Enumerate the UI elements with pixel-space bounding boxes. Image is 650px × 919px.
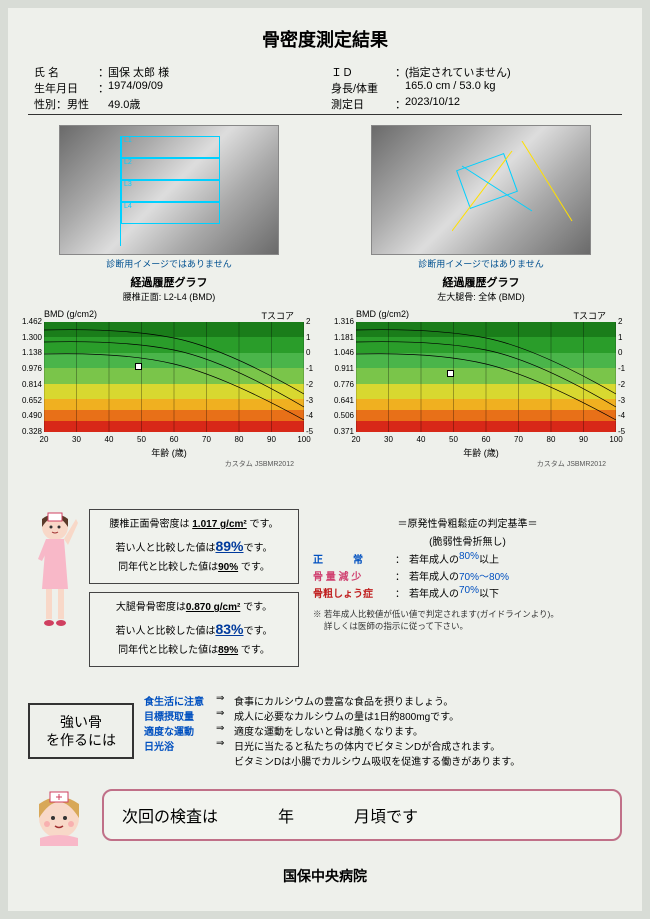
tip-row: 目標摂取量⇒成人に必要なカルシウムの量は1日約800mgです。 xyxy=(144,708,520,723)
spine-xlabel: 年齢 (歳) xyxy=(34,446,304,459)
nurse-illustration xyxy=(28,509,83,629)
spine-chart-sub: 腰椎正面: L2-L4 (BMD) xyxy=(39,290,299,303)
spine-l3: L3 xyxy=(121,180,220,202)
criteria-row: 骨 量 減 少：若年成人の70%～80% xyxy=(313,568,622,583)
hw-label: 身長/体重 xyxy=(325,80,395,96)
scan-disclaimer: 診断用イメージではありません xyxy=(39,257,299,270)
spine-l4: L4 xyxy=(121,202,220,224)
tips-heading: 強い骨 を作るには xyxy=(28,703,134,759)
age-value: 49.0歳 xyxy=(108,96,325,112)
tips-section: 強い骨 を作るには 食生活に注意⇒食事にカルシウムの豊富な食品を摂りましょう。目… xyxy=(28,693,622,768)
criteria-row: 骨粗しょう症：若年成人の70%以下 xyxy=(313,585,622,600)
hip-chart-title: 経過履歴グラフ xyxy=(351,274,611,290)
spine-l1: L1 xyxy=(121,136,220,158)
id-label: ＩＤ xyxy=(325,64,395,80)
hw-value: 165.0 cm / 53.0 kg xyxy=(405,80,622,96)
tip-row: 日光浴⇒日光に当たると私たちの体内でビタミンDが合成されます。 ビタミンDは小腸… xyxy=(144,738,520,768)
hip-bmd-label: BMD (g/cm2) xyxy=(356,309,409,322)
spine-chart: BMD (g/cm2) Tスコア 1.4621.3001.1380.9760.8… xyxy=(34,309,304,469)
spine-tscore-label: Tスコア xyxy=(262,309,295,322)
spine-l2: L2 xyxy=(121,158,220,180)
dob-value: 1974/09/09 xyxy=(108,80,325,96)
date-value: 2023/10/12 xyxy=(405,96,622,112)
spine-scan: L1 L2 L3 L4 診断用イメージではありません 経過履歴グラフ 腰椎正面:… xyxy=(39,125,299,303)
hospital-name: 国保中央病院 xyxy=(28,866,622,886)
nurse-head-illustration xyxy=(28,784,90,846)
date-label: 測定日 xyxy=(325,96,395,112)
criteria-row: 正 常：若年成人の 80%以上 xyxy=(313,551,622,566)
dob-label: 生年月日 xyxy=(28,80,98,96)
criteria-title: ＝原発性骨粗鬆症の判定基準＝ xyxy=(313,515,622,530)
scan-disclaimer-2: 診断用イメージではありません xyxy=(351,257,611,270)
tip-row: 食生活に注意⇒食事にカルシウムの豊富な食品を摂りましょう。 xyxy=(144,693,520,708)
page-title: 骨密度測定結果 xyxy=(28,26,622,52)
criteria-note: ※ 若年成人比較値が低い値で判定されます(ガイドラインより)。 詳しくは医師の指… xyxy=(313,608,622,632)
hip-tscore-label: Tスコア xyxy=(574,309,607,322)
spine-bmd-label: BMD (g/cm2) xyxy=(44,309,97,322)
hip-scan: 診断用イメージではありません 経過履歴グラフ 左大腿骨: 全体 (BMD) xyxy=(351,125,611,303)
spine-chart-title: 経過履歴グラフ xyxy=(39,274,299,290)
name-label: 氏 名 xyxy=(28,64,98,80)
sex-label: 性別：男性 xyxy=(28,96,98,112)
hip-chart: BMD (g/cm2) Tスコア 1.3161.1811.0460.9110.7… xyxy=(346,309,616,469)
hip-result-box: 大腿骨骨密度は0.870 g/cm² です。 若い人と比較した値は83%です。 … xyxy=(89,592,299,667)
tip-row: 適度な運動⇒適度な運動をしないと骨は脆くなります。 xyxy=(144,723,520,738)
next-exam-box: 次回の検査は年月頃です xyxy=(102,789,622,841)
spine-result-box: 腰椎正面骨密度は 1.017 g/cm² です。 若い人と比較した値は89%です… xyxy=(89,509,299,584)
hip-xlabel: 年齢 (歳) xyxy=(346,446,616,459)
name-value: 国保 太郎 様 xyxy=(108,64,325,80)
spine-src: カスタム JSBMR2012 xyxy=(34,459,304,469)
criteria-sub: (脆弱性骨折無し) xyxy=(313,533,622,548)
hip-src: カスタム JSBMR2012 xyxy=(346,459,616,469)
hip-chart-sub: 左大腿骨: 全体 (BMD) xyxy=(351,290,611,303)
criteria-panel: ＝原発性骨粗鬆症の判定基準＝ (脆弱性骨折無し) 正 常：若年成人の 80%以上… xyxy=(313,509,622,675)
patient-info: 氏 名 ： 国保 太郎 様 生年月日 ： 1974/09/09 性別：男性 49… xyxy=(28,64,622,115)
id-value: (指定されていません) xyxy=(405,64,622,80)
